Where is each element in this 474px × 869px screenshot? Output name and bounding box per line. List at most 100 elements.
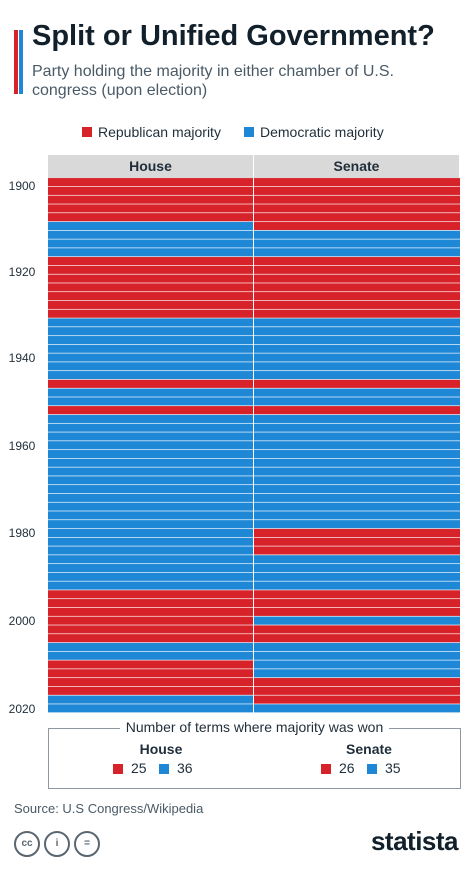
y-tick-label: 1960 xyxy=(8,439,36,453)
y-tick-label: 2000 xyxy=(8,614,36,628)
senate-term-cell xyxy=(254,651,460,660)
house-term-cell xyxy=(48,634,253,643)
senate-term-cell xyxy=(254,520,460,529)
house-term-cell xyxy=(48,449,253,459)
house-term-cell xyxy=(48,467,253,476)
senate-term-cell xyxy=(254,511,460,520)
senate-term-cell xyxy=(254,230,460,239)
house-term-cell xyxy=(48,590,253,599)
house-term-cell xyxy=(48,362,253,371)
senate-term-cell xyxy=(254,695,460,704)
summary-box: Number of terms where majority was won H… xyxy=(48,719,461,789)
senate-term-cell xyxy=(254,213,460,222)
nd-icon[interactable]: = xyxy=(74,831,100,857)
senate-term-cell xyxy=(254,362,460,371)
summary-senate-rep-count: 26 xyxy=(339,760,355,776)
column-divider xyxy=(253,178,254,713)
summary-senate-dem-swatch xyxy=(367,764,377,774)
house-term-cell xyxy=(48,230,253,239)
y-tick-label: 1940 xyxy=(8,351,36,365)
legend-label-republican: Republican majority xyxy=(98,124,221,140)
senate-term-cell xyxy=(254,528,460,537)
statista-logo[interactable]: statista xyxy=(370,826,459,856)
senate-term-cell xyxy=(254,388,460,397)
house-term-cell xyxy=(48,204,253,213)
summary-house-rep-count: 25 xyxy=(131,760,147,776)
house-term-cell xyxy=(48,651,253,660)
senate-term-cell xyxy=(254,625,460,634)
senate-term-cell xyxy=(254,300,460,309)
summary-title: Number of terms where majority was won xyxy=(49,719,460,735)
chart-title: Split or Unified Government? xyxy=(32,20,435,52)
house-term-cell xyxy=(48,406,253,415)
house-term-cell xyxy=(48,195,253,204)
house-term-cell xyxy=(48,528,253,537)
house-term-cell xyxy=(48,695,253,704)
house-term-cell xyxy=(48,581,253,590)
house-term-cell xyxy=(48,677,253,687)
senate-term-cell xyxy=(254,195,460,204)
senate-term-cell xyxy=(254,256,460,266)
house-term-cell xyxy=(48,493,253,502)
senate-term-cell xyxy=(254,493,460,502)
senate-term-cell xyxy=(254,572,460,581)
summary-house-dem-count: 36 xyxy=(177,760,193,776)
y-tick-label: 1900 xyxy=(8,179,36,193)
house-term-cell xyxy=(48,370,253,380)
senate-term-cell xyxy=(254,432,460,441)
senate-term-cell xyxy=(254,274,460,283)
house-term-cell xyxy=(48,344,253,353)
senate-term-cell xyxy=(254,555,460,564)
senate-term-cell xyxy=(254,423,460,432)
house-term-cell xyxy=(48,335,253,345)
senate-term-cell xyxy=(254,677,460,687)
house-term-cell xyxy=(48,388,253,397)
house-term-cell xyxy=(48,441,253,450)
senate-term-cell xyxy=(254,669,460,678)
cc-icon[interactable]: cc xyxy=(14,831,40,857)
house-term-cell xyxy=(48,563,253,573)
house-term-cell xyxy=(48,432,253,441)
house-term-cell xyxy=(48,502,253,511)
house-term-cell xyxy=(48,660,253,669)
title-accent-bar xyxy=(14,30,23,94)
summary-senate: Senate 26 35 xyxy=(309,741,429,778)
senate-term-cell xyxy=(254,546,460,555)
senate-term-cell xyxy=(254,598,460,608)
house-term-cell xyxy=(48,537,253,546)
house-term-cell xyxy=(48,598,253,608)
senate-term-cell xyxy=(254,502,460,511)
house-term-cell xyxy=(48,669,253,678)
y-tick-label: 1980 xyxy=(8,526,36,540)
house-term-cell xyxy=(48,414,253,423)
house-term-cell xyxy=(48,397,253,406)
senate-term-cell xyxy=(254,327,460,336)
senate-term-cell xyxy=(254,590,460,599)
house-term-cell xyxy=(48,300,253,309)
accent-red-stripe xyxy=(14,30,18,94)
by-icon[interactable]: i xyxy=(44,831,70,857)
summary-house-dem-swatch xyxy=(159,764,169,774)
senate-term-cell xyxy=(254,344,460,353)
senate-term-cell xyxy=(254,467,460,476)
house-term-cell xyxy=(48,642,253,652)
senate-term-cell xyxy=(254,660,460,669)
house-term-cell xyxy=(48,520,253,529)
senate-term-cell xyxy=(254,186,460,195)
senate-term-cell xyxy=(254,370,460,380)
house-term-cell xyxy=(48,423,253,432)
house-term-cell xyxy=(48,309,253,318)
house-term-cell xyxy=(48,292,253,301)
senate-term-cell xyxy=(254,441,460,450)
house-term-cell xyxy=(48,555,253,564)
house-term-cell xyxy=(48,546,253,555)
summary-house-label: House xyxy=(139,741,183,757)
house-term-cell xyxy=(48,318,253,327)
house-term-cell xyxy=(48,265,253,274)
senate-term-cell xyxy=(254,484,460,494)
senate-term-cell xyxy=(254,318,460,327)
senate-term-cell xyxy=(254,397,460,406)
majority-grid xyxy=(48,178,460,713)
house-term-cell xyxy=(48,186,253,195)
senate-term-cell xyxy=(254,353,460,362)
